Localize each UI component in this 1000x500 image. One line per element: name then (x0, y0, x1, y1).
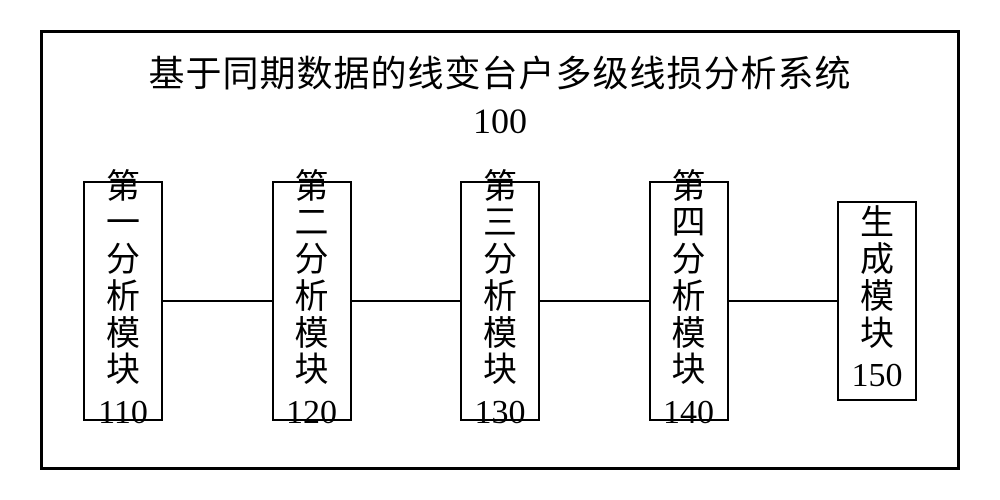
module-box-5: 生成模块 150 (837, 201, 917, 401)
system-id: 100 (73, 98, 927, 145)
system-title-block: 基于同期数据的线变台户多级线损分析系统 100 (73, 51, 927, 145)
module-box-1: 第一分析模块 110 (83, 181, 163, 421)
module-id: 120 (286, 394, 337, 432)
module-box-3: 第三分析模块 130 (460, 181, 540, 421)
module-id: 110 (98, 394, 148, 432)
module-id: 150 (852, 357, 903, 395)
module-id: 130 (475, 394, 526, 432)
module-label: 第一分析模块 (106, 170, 140, 390)
module-box-4: 第四分析模块 140 (649, 181, 729, 421)
module-label: 第二分析模块 (295, 170, 329, 390)
connector-4-5 (729, 300, 838, 302)
module-label: 生成模块 (860, 206, 894, 353)
modules-row: 第一分析模块 110 第二分析模块 120 第三分析模块 130 第四分析模块 … (73, 165, 927, 437)
system-title: 基于同期数据的线变台户多级线损分析系统 (73, 51, 927, 98)
connector-2-3 (352, 300, 461, 302)
module-box-2: 第二分析模块 120 (272, 181, 352, 421)
connector-1-2 (163, 300, 272, 302)
module-label: 第四分析模块 (672, 170, 706, 390)
system-container: 基于同期数据的线变台户多级线损分析系统 100 第一分析模块 110 第二分析模… (40, 30, 960, 470)
module-id: 140 (663, 394, 714, 432)
connector-3-4 (540, 300, 649, 302)
module-label: 第三分析模块 (483, 170, 517, 390)
